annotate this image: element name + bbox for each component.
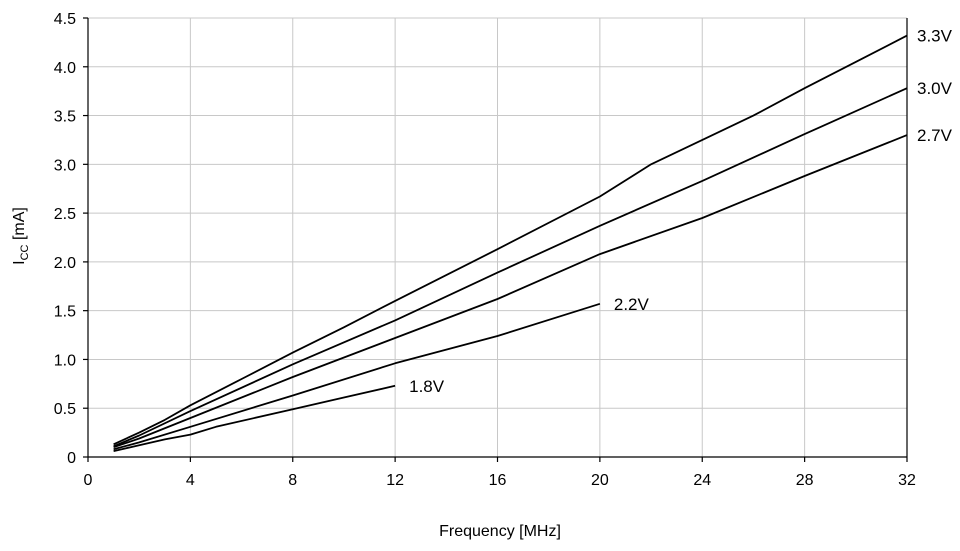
x-tick-label: 12 bbox=[386, 472, 404, 489]
y-tick-label: 4.5 bbox=[54, 11, 76, 28]
y-tick-label: 1.5 bbox=[54, 304, 76, 321]
y-axis-title-subscript: CC bbox=[19, 244, 31, 260]
x-tick-label: 28 bbox=[796, 472, 814, 489]
y-tick-label: 4.0 bbox=[54, 60, 76, 77]
x-tick-label: 16 bbox=[489, 472, 507, 489]
y-axis-title-unit: [mA] bbox=[11, 207, 28, 244]
x-tick-label: 4 bbox=[186, 472, 195, 489]
y-tick-label: 0 bbox=[67, 450, 76, 467]
y-tick-label: 1.0 bbox=[54, 352, 76, 369]
y-tick-label: 3.5 bbox=[54, 109, 76, 126]
x-tick-label: 32 bbox=[898, 472, 916, 489]
series-line-22v bbox=[113, 302, 601, 451]
y-axis-title: ICC [mA] bbox=[11, 207, 31, 265]
labels: 3.3V 3.0V 2.7V 2.2V 1.8V bbox=[409, 27, 953, 396]
series-label-27v: 2.7V bbox=[917, 126, 953, 145]
x-tick-label: 20 bbox=[591, 472, 609, 489]
series-label-33v: 3.3V bbox=[917, 27, 953, 46]
series-line-33v bbox=[113, 34, 908, 446]
y-axis-title-main: I bbox=[11, 260, 28, 264]
series-label-18v: 1.8V bbox=[409, 377, 445, 396]
x-tick-label: 8 bbox=[288, 472, 297, 489]
axes: 0 4 8 12 16 20 24 28 32 0 0.5 1.0 1.5 2.0 2.5 3.0 3.5 4.0… bbox=[54, 11, 916, 489]
y-tick-label: 3.0 bbox=[54, 157, 76, 174]
series-label-30v: 3.0V bbox=[917, 79, 953, 98]
y-tick-label: 0.5 bbox=[54, 401, 76, 418]
y-tick-label: 2.0 bbox=[54, 255, 76, 272]
grid bbox=[88, 17, 908, 457]
series-line-18v bbox=[113, 384, 396, 452]
series-line-27v bbox=[113, 134, 908, 449]
series-lines bbox=[113, 34, 908, 452]
x-tick-label: 0 bbox=[84, 472, 93, 489]
x-tick-label: 24 bbox=[693, 472, 711, 489]
x-axis-title: Frequency [MHz] bbox=[439, 523, 561, 540]
y-tick-label: 2.5 bbox=[54, 206, 76, 223]
series-label-22v: 2.2V bbox=[614, 295, 650, 314]
series-line-30v bbox=[113, 87, 908, 448]
